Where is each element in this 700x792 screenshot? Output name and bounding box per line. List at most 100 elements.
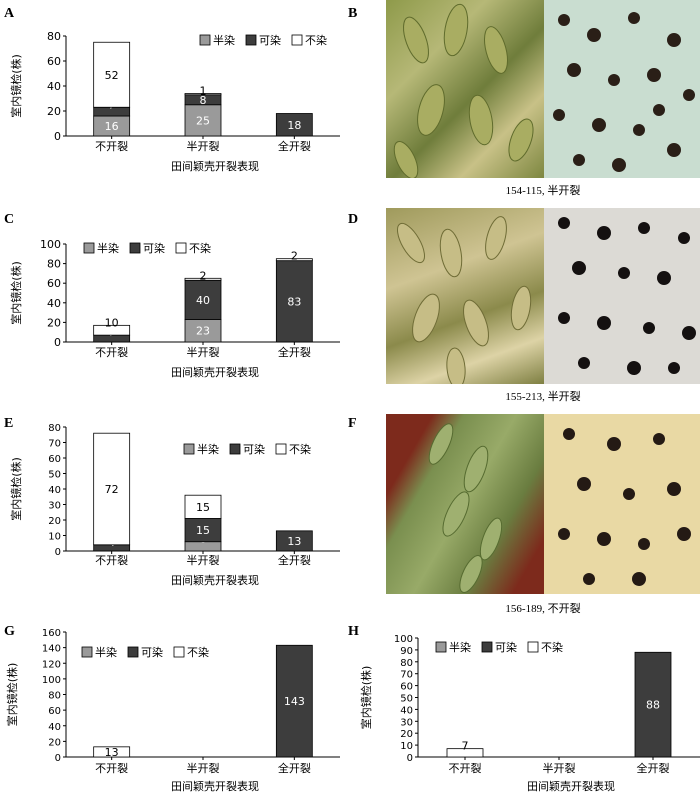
x-axis-label: 田间颖壳开裂表现 <box>171 159 259 173</box>
y-tick-label: 100 <box>40 238 61 251</box>
bar-segment <box>184 104 222 137</box>
legend-label: 不染 <box>305 33 327 47</box>
y-tick-label: 120 <box>42 659 61 670</box>
y-tick-label: 70 <box>400 670 413 681</box>
x-tick-label: 全开裂 <box>637 761 670 775</box>
x-axis-label: 田间颖壳开裂表现 <box>171 779 259 792</box>
legend: 半染 可染 不染 <box>81 645 209 659</box>
panel-letter-f: F <box>348 416 357 431</box>
legend-swatch <box>173 646 185 658</box>
y-axis-label: 室内镜检(株) <box>9 457 23 521</box>
y-tick-label: 20 <box>47 105 61 118</box>
legend: 半染 可染 不染 <box>199 33 327 47</box>
data-label: 52 <box>105 69 119 82</box>
x-tick-label: 不开裂 <box>95 346 128 359</box>
legend-label: 可染 <box>143 241 165 255</box>
bar-segment <box>275 644 313 758</box>
data-label: 13 <box>287 535 301 548</box>
y-axis-label: 室内镜检(株) <box>9 54 23 118</box>
x-axis-label: 田间颖壳开裂表现 <box>171 573 259 587</box>
data-label: 88 <box>646 699 660 712</box>
x-tick-label: 全开裂 <box>278 345 311 359</box>
y-tick-label: 40 <box>48 485 61 496</box>
legend-label: 可染 <box>259 33 281 47</box>
x-axis-label: 田间颖壳开裂表现 <box>527 779 615 792</box>
y-tick-label: 80 <box>400 658 413 669</box>
x-tick-label: 不开裂 <box>449 762 482 775</box>
panel-letter-c: C <box>4 212 15 227</box>
photo-f-pollen <box>544 414 700 594</box>
legend-swatch <box>229 443 241 455</box>
panel-letter-e: E <box>4 416 14 431</box>
panel-letter-b: B <box>348 6 358 21</box>
y-tick-label: 40 <box>47 80 61 93</box>
legend: 半染 可染 不染 <box>435 640 563 654</box>
data-label: 10 <box>105 316 119 329</box>
x-tick-label: 半开裂 <box>187 139 220 153</box>
y-tick-label: 60 <box>48 454 61 465</box>
legend-swatch <box>275 443 287 455</box>
legend-label: 半染 <box>213 33 235 47</box>
legend-swatch <box>127 646 139 658</box>
y-tick-label: 60 <box>47 55 61 68</box>
y-tick-label: 90 <box>400 646 413 657</box>
data-label: 2 <box>200 269 207 282</box>
legend-label: 不染 <box>541 640 563 654</box>
y-tick-label: 140 <box>42 644 61 655</box>
legend-swatch <box>435 641 447 653</box>
data-label: 18 <box>287 119 301 132</box>
bar-segment <box>93 746 131 758</box>
legend-swatch <box>175 242 187 254</box>
y-tick-label: 80 <box>48 423 61 434</box>
photo-d-spikelets <box>386 208 544 384</box>
chart-c: 020406080100室内镜检(株)田间颖壳开裂表现不开裂710半开裂2340… <box>9 238 340 379</box>
y-tick-label: 20 <box>400 729 413 740</box>
legend-swatch <box>199 34 211 46</box>
x-axis-label: 田间颖壳开裂表现 <box>171 365 259 379</box>
data-label: 16 <box>105 120 119 133</box>
photo-b-spikelets <box>386 0 544 178</box>
y-tick-label: 100 <box>394 634 413 645</box>
y-tick-label: 0 <box>54 130 61 143</box>
legend-swatch <box>291 34 303 46</box>
caption-d: 155-213, 半开裂 <box>505 391 581 403</box>
x-tick-label: 不开裂 <box>95 554 128 567</box>
data-label: 83 <box>287 295 301 308</box>
legend-label: 不染 <box>289 442 311 456</box>
y-tick-label: 40 <box>47 297 61 310</box>
legend-label: 不染 <box>189 241 211 255</box>
pollen-dots-icon <box>558 428 691 586</box>
y-tick-label: 80 <box>47 30 61 43</box>
x-tick-label: 半开裂 <box>543 761 576 775</box>
pollen-dots-icon <box>558 217 696 375</box>
legend-swatch <box>183 443 195 455</box>
y-tick-label: 0 <box>407 753 413 764</box>
x-tick-label: 半开裂 <box>187 553 220 567</box>
legend-swatch <box>129 242 141 254</box>
legend-label: 半染 <box>449 640 471 654</box>
data-label: 40 <box>196 294 210 307</box>
y-tick-label: 160 <box>42 628 61 639</box>
legend-label: 可染 <box>243 442 265 456</box>
y-tick-label: 40 <box>400 705 413 716</box>
y-tick-label: 0 <box>54 336 61 349</box>
y-tick-label: 30 <box>400 717 413 728</box>
legend-label: 不染 <box>187 645 209 659</box>
bar-segment <box>446 748 484 758</box>
x-tick-label: 全开裂 <box>278 139 311 153</box>
x-tick-label: 不开裂 <box>95 762 128 775</box>
bar-segment <box>275 258 313 262</box>
bar-segment <box>275 530 313 552</box>
y-tick-label: 20 <box>48 516 61 527</box>
panel-letter-g: G <box>4 624 15 639</box>
legend-swatch <box>83 242 95 254</box>
y-tick-label: 70 <box>48 439 61 450</box>
legend-swatch <box>527 641 539 653</box>
y-tick-label: 100 <box>42 675 61 686</box>
y-axis-label: 室内镜检(株) <box>9 261 23 325</box>
x-tick-label: 半开裂 <box>187 761 220 775</box>
y-tick-label: 50 <box>400 694 413 705</box>
caption-b: 154-115, 半开裂 <box>505 185 581 197</box>
